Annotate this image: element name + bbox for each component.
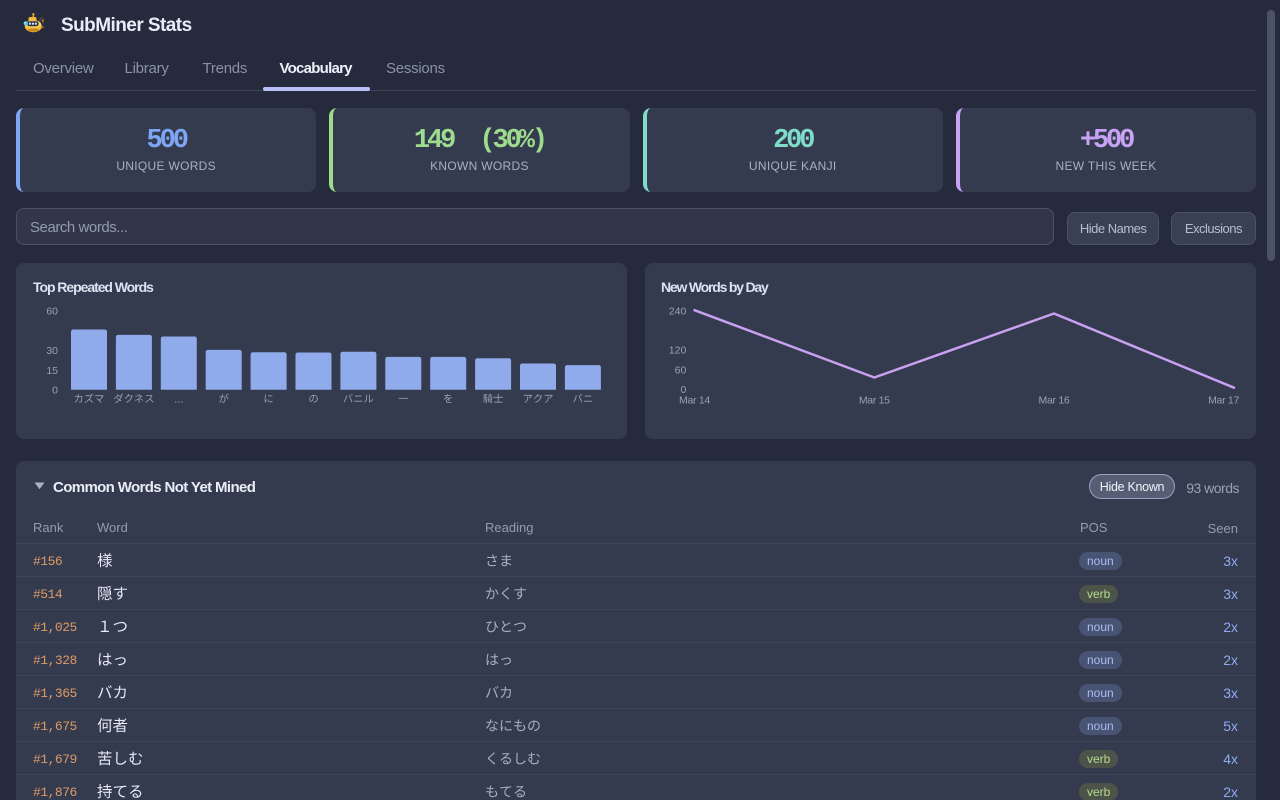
- svg-text:...: ...: [174, 394, 183, 406]
- svg-text:60: 60: [675, 364, 687, 376]
- svg-text:60: 60: [46, 306, 58, 318]
- svg-text:Mar 14: Mar 14: [679, 394, 710, 406]
- svg-text:0: 0: [52, 385, 58, 397]
- svg-text:Mar 17: Mar 17: [1208, 394, 1239, 406]
- svg-text:Mar 15: Mar 15: [859, 394, 890, 406]
- svg-text:120: 120: [669, 345, 687, 357]
- svg-text:Mar 16: Mar 16: [1039, 394, 1070, 406]
- svg-text:30: 30: [46, 345, 58, 357]
- svg-text:15: 15: [46, 365, 58, 377]
- svg-text:0: 0: [680, 384, 686, 396]
- svg-text:240: 240: [669, 305, 687, 317]
